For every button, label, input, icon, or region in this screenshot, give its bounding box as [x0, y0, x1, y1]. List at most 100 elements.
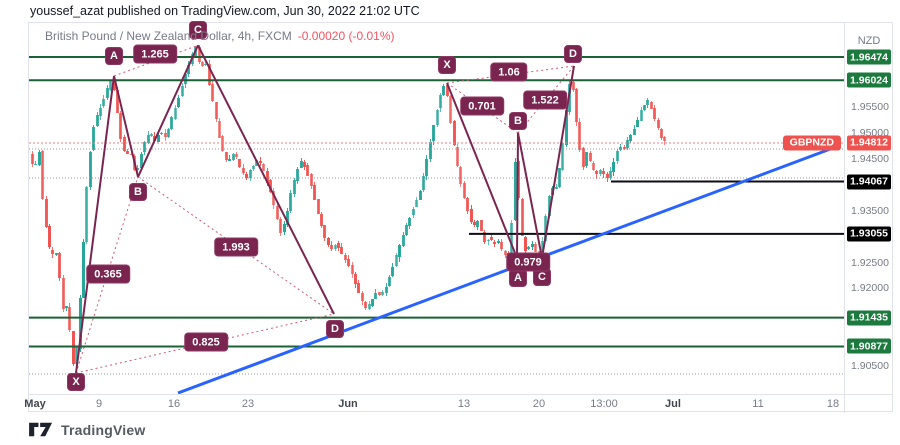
pattern-leg-line[interactable] — [446, 82, 518, 259]
candle-body — [269, 180, 272, 192]
candle-body — [82, 241, 85, 299]
candle-body — [660, 129, 663, 138]
candle-body — [262, 164, 266, 171]
candle-body — [503, 251, 507, 255]
candle-body — [449, 95, 453, 123]
candle-body — [279, 218, 283, 234]
pattern-leg-line[interactable] — [75, 75, 115, 374]
candle-body — [272, 190, 276, 205]
candle-body — [306, 164, 310, 176]
candle-body — [476, 221, 480, 227]
tradingview-logo-icon — [29, 422, 53, 437]
candle-body — [340, 247, 344, 254]
candle-body — [58, 253, 62, 279]
candle-body — [632, 129, 636, 135]
candle-body — [88, 151, 92, 188]
candle-body — [143, 141, 147, 152]
pattern-ratio-label[interactable]: 0.701 — [460, 96, 504, 116]
symbol-legend[interactable]: British Pound / New Zealand Dollar, 4h, … — [45, 29, 395, 43]
candle-body — [418, 190, 422, 200]
price-tick: 1.95500 — [851, 101, 889, 114]
candle-body — [170, 117, 174, 130]
candle-body — [462, 182, 466, 199]
pattern-leg-line[interactable] — [516, 132, 519, 258]
pattern-point-label-X[interactable]: X — [67, 373, 85, 391]
candle-body — [252, 165, 255, 170]
candle-body — [391, 267, 395, 276]
pattern-point-label-A[interactable]: A — [509, 269, 527, 287]
candle-body — [122, 137, 126, 151]
time-tick: May — [24, 398, 46, 410]
pattern-ratio-line[interactable] — [446, 65, 575, 84]
tradingview-footer[interactable]: TradingView — [28, 421, 145, 438]
time-axis[interactable]: May 9 16 23 Jun 13 20 13:00 Jul 11 18 — [24, 394, 844, 413]
candle-body — [510, 222, 514, 257]
pattern-ratio-label[interactable]: 1.993 — [214, 237, 258, 257]
pattern-point-label-X[interactable]: X — [438, 56, 456, 74]
pattern-ratio-label[interactable]: 0.979 — [506, 252, 550, 272]
pattern-point-label-B[interactable]: B — [509, 112, 527, 130]
pattern-ratio-label[interactable]: 0.365 — [86, 264, 130, 284]
candle-body — [119, 113, 123, 140]
candle-body — [129, 153, 133, 156]
pattern-leg-line[interactable] — [541, 65, 575, 259]
candle-body — [173, 108, 177, 119]
price-axis[interactable]: NZD 1.95500 1.95000 1.94500 1.93500 1.92500 1… — [844, 23, 893, 394]
candle-body — [313, 185, 317, 200]
pattern-point-label-D[interactable]: D — [564, 45, 582, 63]
pattern-point-label-B[interactable]: B — [129, 183, 147, 201]
candle-body — [626, 140, 629, 148]
pattern-ratio-label[interactable]: 0.825 — [184, 332, 228, 352]
candle-body — [371, 298, 374, 306]
candle-body — [187, 64, 191, 75]
candle-body — [459, 166, 463, 184]
candle-body — [595, 170, 599, 175]
pattern-ratio-label[interactable]: 1.06 — [490, 62, 528, 82]
candle-body — [34, 163, 38, 166]
pattern-ratio-label[interactable]: 1.265 — [133, 44, 177, 64]
candle-body — [663, 136, 667, 142]
pattern-leg-line[interactable] — [113, 75, 139, 178]
candle-wick — [130, 151, 132, 156]
candle-body — [207, 63, 211, 86]
pattern-leg-line[interactable] — [517, 132, 543, 259]
candle-body — [629, 135, 633, 141]
candle-body — [571, 82, 575, 91]
candle-body — [180, 86, 184, 97]
candle-body — [231, 153, 235, 160]
time-tick: 20 — [532, 398, 546, 410]
candle-body — [48, 226, 51, 248]
time-tick: 13 — [457, 398, 471, 410]
pattern-point-label-A[interactable]: A — [105, 47, 123, 65]
candle-body — [357, 283, 361, 293]
pattern-leg-line[interactable] — [137, 44, 199, 178]
symbol-price-tag[interactable]: GBPNZD — [782, 135, 841, 151]
candle-body — [163, 133, 167, 138]
pattern-ratio-line[interactable] — [75, 176, 139, 374]
candle-body — [473, 222, 476, 226]
candle-body — [224, 152, 228, 160]
chart-plot-area[interactable]: British Pound / New Zealand Dollar, 4h, … — [29, 21, 844, 394]
candle-body — [330, 244, 334, 250]
candle-body — [374, 292, 378, 299]
candle-body — [486, 239, 490, 242]
trendline[interactable] — [177, 146, 834, 394]
candle-body — [303, 162, 306, 168]
candle-body — [214, 102, 218, 119]
symbol-change: -0.00020 (-0.01%) — [297, 29, 395, 43]
candle-body — [524, 236, 527, 251]
candle-body — [656, 119, 660, 129]
candle-body — [432, 124, 436, 141]
pattern-ratio-label[interactable]: 1.522 — [523, 90, 567, 110]
candle-body — [469, 208, 473, 223]
pattern-point-label-D[interactable]: D — [326, 320, 344, 338]
candle-body — [316, 199, 320, 214]
candle-body — [78, 298, 82, 350]
pattern-leg-line[interactable] — [197, 44, 335, 315]
candle-body — [377, 292, 381, 295]
pattern-ratio-line[interactable] — [75, 313, 335, 374]
drawings-overlay[interactable] — [29, 23, 844, 394]
candle-body — [585, 151, 589, 166]
pattern-point-label-C[interactable]: C — [189, 21, 207, 39]
